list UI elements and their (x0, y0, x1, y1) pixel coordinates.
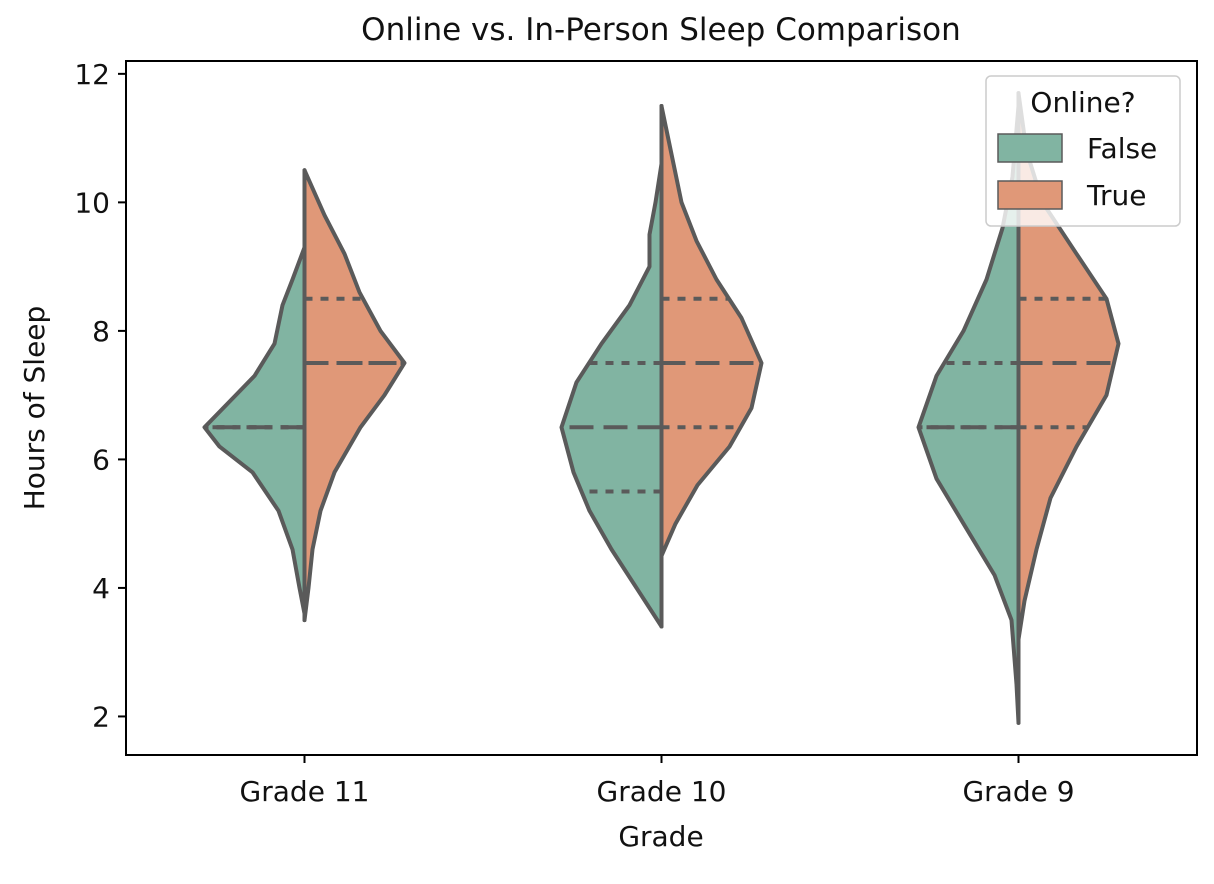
legend-swatch-false (997, 133, 1063, 163)
x-axis-label: Grade (618, 820, 703, 853)
legend: Online? False True (985, 75, 1181, 227)
y-axis: 2 4 6 8 10 12 (74, 58, 126, 733)
chart-title: Online vs. In-Person Sleep Comparison (361, 12, 961, 48)
y-tick-label: 12 (74, 58, 110, 91)
y-tick-label: 8 (92, 315, 110, 348)
x-tick-label: Grade 10 (597, 775, 727, 808)
violin-true-grade-11 (302, 168, 407, 623)
violin-false-grade-10 (559, 161, 664, 629)
y-tick-label: 6 (92, 443, 110, 476)
x-axis: Grade 11 Grade 10 Grade 9 (240, 755, 1075, 808)
legend-label-false: False (1087, 132, 1157, 165)
legend-title: Online? (1030, 86, 1135, 119)
legend-label-true: True (1086, 179, 1146, 212)
y-axis-label: Hours of Sleep (18, 306, 51, 511)
y-tick-label: 4 (92, 572, 110, 605)
x-tick-label: Grade 9 (962, 775, 1074, 808)
y-tick-label: 2 (92, 700, 110, 733)
x-tick-label: Grade 11 (240, 775, 370, 808)
violin-true-grade-10 (659, 104, 764, 558)
violin-false-grade-11 (202, 245, 307, 616)
legend-swatch-true (997, 180, 1063, 210)
y-tick-label: 10 (74, 186, 110, 219)
